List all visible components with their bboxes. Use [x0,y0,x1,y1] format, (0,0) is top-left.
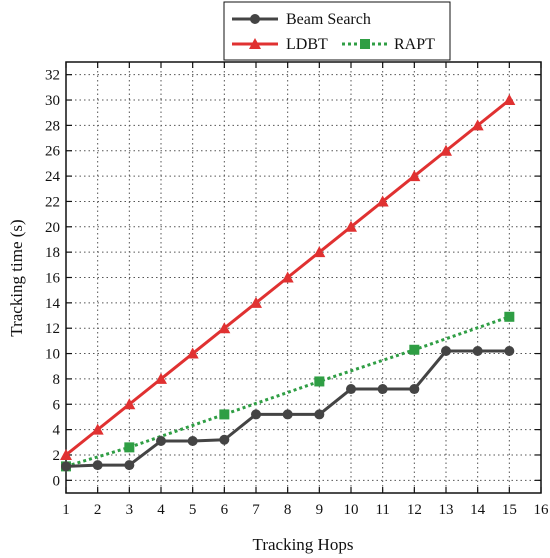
data-point-ldbt [313,246,326,258]
data-point-ldbt [376,195,389,207]
data-point-ldbt [60,448,72,460]
data-point-ldbt [250,296,262,308]
data-point-beam-search [251,409,261,420]
y-tick-label: 16 [45,271,61,287]
data-point-ldbt [471,119,484,131]
data-point-beam-search [187,436,198,447]
legend-entry-ldbt: LDBT [232,36,328,53]
data-point-ldbt [155,372,167,384]
data-point-beam-search [124,460,135,471]
data-point-rapt [314,376,325,387]
data-point-beam-search [219,434,230,445]
data-point-ldbt [440,144,452,156]
legend-entry-rapt: RAPT [342,36,435,53]
y-tick-label: 28 [45,118,60,134]
data-point-ldbt [186,347,199,359]
x-tick-label: 8 [284,502,292,518]
x-tick-label: 6 [221,502,229,518]
x-tick-label: 2 [94,502,102,518]
y-tick-label: 12 [45,321,60,337]
data-point-ldbt [408,170,421,182]
axis-ticks: 1 2 3 4 5 6 7 8 9 10 11 12 13 14 15 1602468101214161820… [45,62,549,518]
y-tick-label: 24 [45,169,61,185]
legend-entry-beam-search: Beam Search [232,11,371,28]
y-tick-label: 0 [53,473,61,489]
x-axis-title: Tracking Hops [253,535,354,554]
x-tick-label: 4 [157,502,165,518]
x-tick-label: 9 [316,502,324,518]
y-tick-label: 6 [53,397,61,413]
grid [66,62,541,493]
y-tick-label: 18 [45,245,60,261]
data-point-rapt [409,344,420,355]
y-tick-label: 20 [45,220,60,236]
legend-box [223,1,451,61]
data-point-beam-search [409,384,420,395]
legend-label-ldbt: LDBT [286,36,328,53]
x-tick-label: 15 [502,502,517,518]
data-point-ldbt [281,271,294,283]
y-tick-label: 10 [45,347,60,363]
y-tick-label: 8 [53,372,61,388]
data-point-rapt [219,409,230,420]
data-point-rapt [504,311,515,322]
y-tick-label: 32 [45,68,60,84]
data-point-beam-search [314,409,325,420]
data-point-beam-search [156,436,166,447]
legend-marker-ldbt [249,38,261,49]
x-tick-label: 16 [534,502,550,518]
y-axis-title: Tracking time (s) [7,219,26,336]
data-point-beam-search [377,384,388,395]
y-tick-label: 2 [53,448,61,464]
x-tick-label: 11 [375,502,389,518]
data-point-ldbt [345,220,357,232]
data-point-ldbt [91,423,104,435]
legend-marker-rapt [360,39,370,49]
x-tick-label: 5 [189,502,197,518]
legend-marker-beam-search [250,14,260,24]
legend: Beam Search LDBT RAPT [223,1,451,61]
x-tick-label: 3 [126,502,134,518]
data-point-beam-search [504,346,515,357]
y-tick-label: 26 [45,144,61,160]
x-tick-label: 13 [439,502,454,518]
y-tick-label: 4 [53,423,61,439]
data-point-beam-search [441,346,451,357]
x-tick-label: 1 [62,502,70,518]
y-tick-label: 30 [45,93,60,109]
data-point-beam-search [472,346,483,357]
data-point-beam-search [92,460,103,471]
x-tick-label: 12 [407,502,422,518]
x-tick-label: 7 [252,502,260,518]
data-point-ldbt [503,94,516,106]
data-point-ldbt [123,398,136,410]
x-tick-label: 14 [470,502,486,518]
data-point-beam-search [61,461,71,472]
series-layer [60,94,516,472]
data-point-ldbt [218,322,231,334]
legend-label-rapt: RAPT [394,36,435,53]
data-point-beam-search [346,384,356,395]
y-tick-label: 22 [45,194,60,210]
data-point-beam-search [282,409,293,420]
plot-area-border [65,61,542,494]
data-point-rapt [124,442,135,453]
legend-label-beam-search: Beam Search [286,11,371,28]
x-tick-label: 10 [344,502,359,518]
series-line-rapt [65,315,510,468]
y-tick-label: 14 [45,296,61,312]
